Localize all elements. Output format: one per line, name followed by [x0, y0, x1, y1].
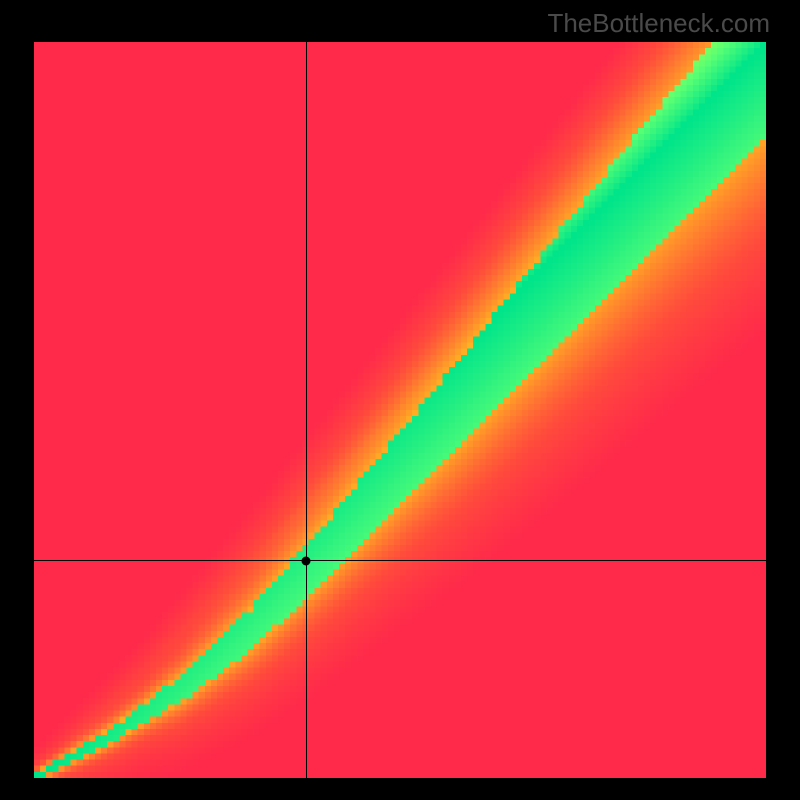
bottleneck-heatmap — [34, 42, 766, 778]
selection-marker — [302, 556, 311, 565]
chart-container: TheBottleneck.com — [0, 0, 800, 800]
crosshair-vertical — [306, 42, 307, 778]
crosshair-horizontal — [34, 560, 766, 561]
watermark-text: TheBottleneck.com — [547, 8, 770, 39]
